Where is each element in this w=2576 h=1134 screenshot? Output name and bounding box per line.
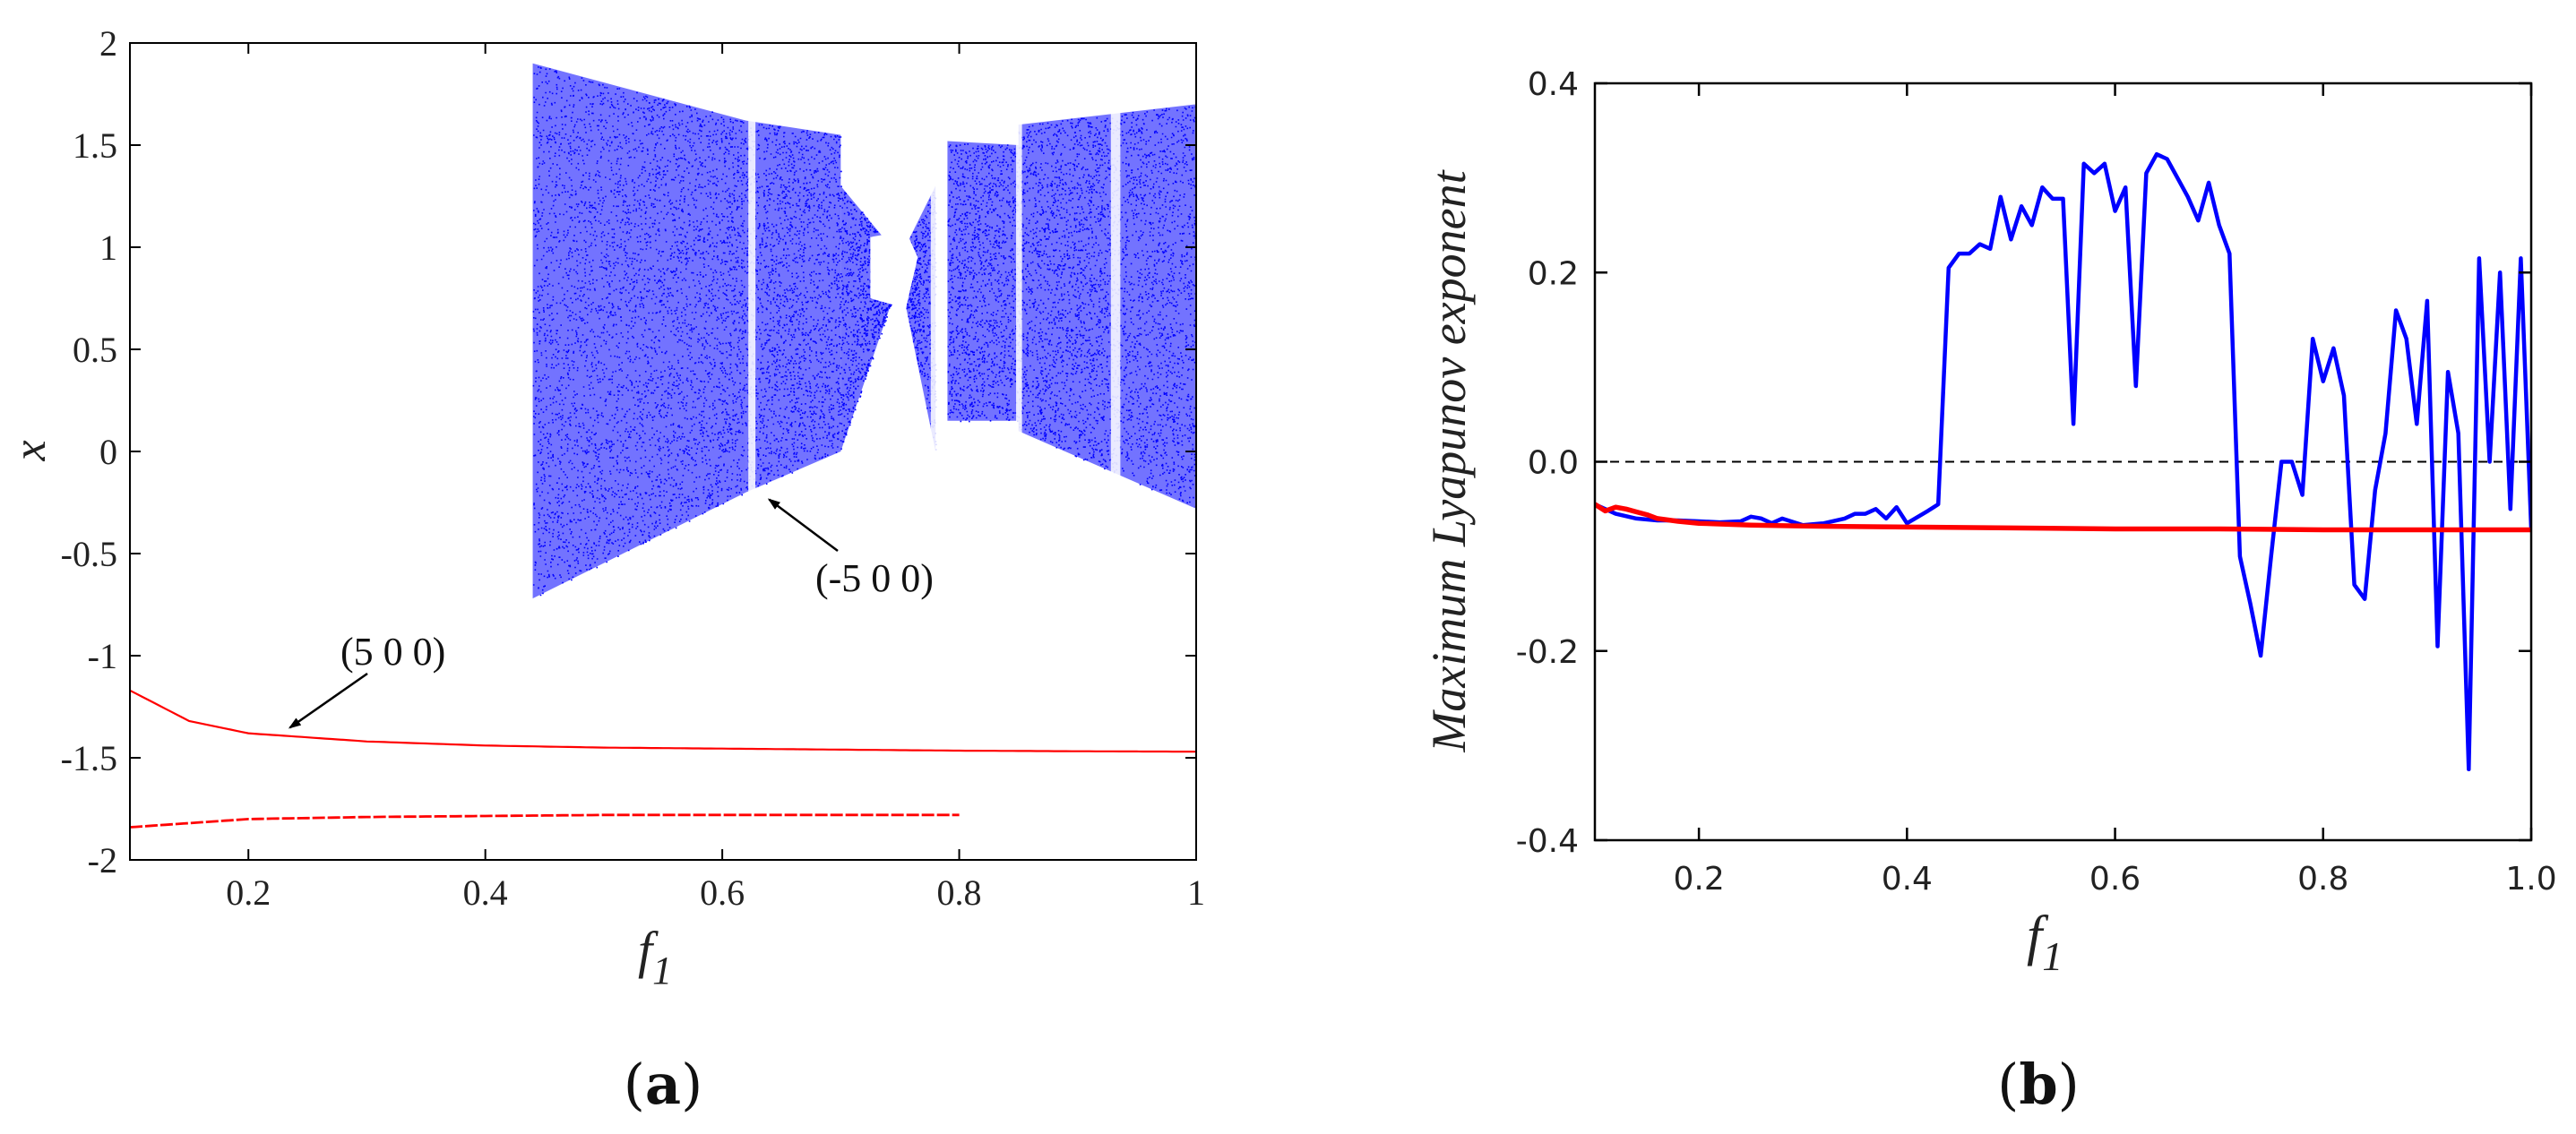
bifurcation-window — [870, 230, 918, 309]
panel-b-label: (b) — [1997, 1052, 2080, 1117]
panel-a-annotations: (5 0 0) (-5 0 0) — [288, 498, 934, 729]
y-tick-label: -1.5 — [61, 738, 117, 778]
bifurcation-points — [1018, 106, 1196, 508]
series-5-0-0-line — [1595, 502, 2531, 533]
panel-b-plot-area — [1595, 151, 2531, 772]
annotation-neg5-0-0: (-5 0 0) — [815, 556, 934, 600]
bifurcation-band-fill — [1018, 104, 1196, 509]
y-tick-label: 1.5 — [73, 125, 117, 166]
series-5-0-0-upper-branch — [130, 689, 1196, 753]
panel-a-x-axis-label-sub: 1 — [652, 949, 672, 992]
bifurcation-points — [532, 66, 748, 597]
panel-a-label-letter: a — [645, 1052, 681, 1117]
periodic-window-gap — [748, 43, 756, 860]
periodic-window-gap — [1110, 43, 1121, 860]
bifurcation-band — [745, 120, 842, 493]
y-tick-label: 0.2 — [1528, 255, 1579, 292]
panel-b-ticks: 0.2 0.4 0.6 0.8 1.0 0.4 0.2 0.0 -0.2 -0.4 — [1516, 66, 2557, 898]
y-tick-label: 2 — [99, 23, 117, 64]
annotation-arrow-5-0-0 — [288, 672, 368, 729]
panel-a-label: (a) — [624, 1052, 703, 1117]
x-tick-label: 0.6 — [700, 872, 745, 913]
y-tick-label: 0.0 — [1528, 445, 1579, 482]
panel-b-y-axis-label: Maximum Lyapunov exponent — [1422, 168, 1476, 752]
x-tick-label: 0.2 — [1673, 861, 1724, 898]
panel-b-x-axis-label-sub: 1 — [2042, 933, 2063, 979]
panel-a-y-axis-label: x — [4, 440, 56, 461]
x-tick-label: 0.4 — [463, 872, 508, 913]
y-tick-label: -1 — [88, 636, 117, 676]
bifurcation-points — [745, 124, 842, 490]
panel-a-series — [130, 43, 1196, 860]
y-tick-label: -0.5 — [61, 534, 117, 574]
annotation-arrow-neg5-0-0 — [767, 498, 839, 553]
periodic-window-gap — [1016, 43, 1022, 860]
bifurcation-band-fill — [745, 120, 841, 493]
x-tick-label: 0.6 — [2089, 861, 2141, 898]
panel-b-label-letter: b — [2019, 1052, 2057, 1117]
bifurcation-band — [532, 63, 748, 599]
series-neg5-0-0-line — [1595, 151, 2531, 772]
panel-b-series — [1595, 151, 2531, 772]
y-tick-label: 1 — [99, 228, 117, 268]
bifurcation-band — [947, 141, 1021, 423]
panel-b-lyapunov-chart: 0.2 0.4 0.6 0.8 1.0 0.4 0.2 0.0 -0.2 -0.4 Maximum… — [1422, 66, 2557, 1117]
x-tick-label: 1 — [1187, 872, 1205, 913]
y-tick-label: -0.2 — [1516, 634, 1579, 671]
bifurcation-band-fill — [532, 63, 746, 599]
series-5-0-0-lower-branch — [130, 813, 960, 829]
x-tick-label: 0.4 — [1882, 861, 1933, 898]
y-tick-label: -0.4 — [1516, 823, 1579, 860]
periodic-window-gap — [930, 43, 948, 860]
x-tick-label: 1.0 — [2505, 861, 2556, 898]
x-tick-label: 0.8 — [937, 872, 982, 913]
bifurcation-band — [1018, 104, 1196, 509]
bifurcation-points — [947, 143, 1021, 423]
bifurcation-points — [840, 192, 901, 443]
panel-a-plot-area — [130, 43, 1196, 860]
y-tick-label: -2 — [88, 840, 117, 881]
panel-a-bifurcation-diagram: 0.2 0.4 0.6 0.8 1 2 1.5 1 0.5 0 -0.5 -1 -1.5 -2 (5 0 … — [4, 23, 1205, 1117]
bifurcation-points — [900, 192, 937, 451]
y-tick-label: 0.4 — [1528, 66, 1579, 103]
y-tick-label: 0 — [99, 432, 117, 472]
x-tick-label: 0.2 — [226, 872, 271, 913]
panel-a-ticks: 0.2 0.4 0.6 0.8 1 2 1.5 1 0.5 0 -0.5 -1 -1.5 -2 — [61, 23, 1205, 913]
annotation-5-0-0: (5 0 0) — [340, 630, 445, 674]
y-tick-label: 0.5 — [73, 330, 117, 370]
series-neg5-0-0-points — [532, 43, 1196, 860]
x-tick-label: 0.8 — [2297, 861, 2348, 898]
